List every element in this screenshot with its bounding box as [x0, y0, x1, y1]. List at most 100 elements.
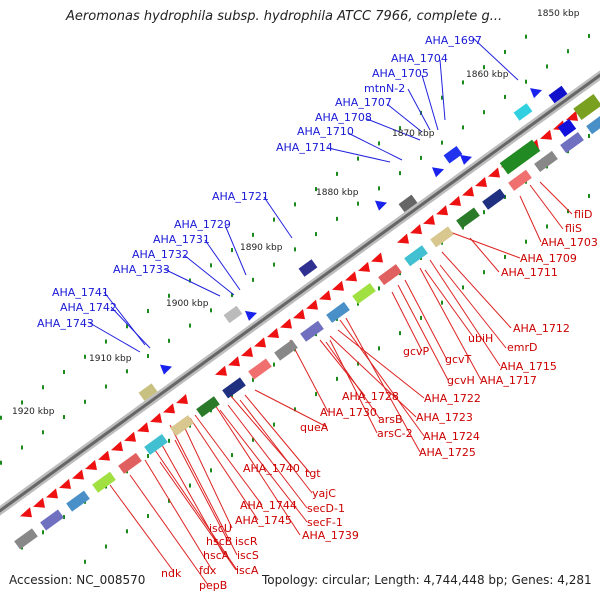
gene-arrow-red	[319, 290, 331, 301]
gene-arrow-blue	[530, 88, 542, 99]
gene-block-reverse	[456, 207, 480, 229]
gene-arrow-red	[72, 469, 84, 480]
svg-text:AHA_1733: AHA_1733	[113, 263, 170, 276]
gene-arrow-red	[98, 450, 110, 461]
svg-text:1860 kbp: 1860 kbp	[466, 70, 509, 80]
gene-arrow-red	[59, 478, 71, 489]
gene-arrow-red	[228, 356, 240, 367]
svg-text:AHA_1744: AHA_1744	[240, 499, 297, 512]
gene-arrow-red	[280, 318, 292, 329]
svg-text:AHA_1705: AHA_1705	[372, 67, 429, 80]
gene-arrow-red	[137, 422, 149, 433]
scale-tick	[483, 210, 485, 215]
gene-block-reverse	[66, 490, 90, 512]
svg-text:AHA_1740: AHA_1740	[243, 462, 300, 475]
svg-text:fdx: fdx	[199, 564, 217, 577]
svg-text:AHA_1729: AHA_1729	[174, 218, 231, 231]
svg-text:fliS: fliS	[565, 222, 582, 235]
gene-block-forward	[398, 194, 418, 213]
scale-tick	[357, 201, 359, 206]
scale-tick	[378, 346, 380, 351]
scale-tick	[21, 400, 23, 405]
svg-text:tgt: tgt	[305, 467, 321, 480]
scale-tick	[525, 239, 527, 244]
gene-arrow-red	[150, 412, 162, 423]
scale-tick	[63, 415, 65, 420]
scale-tick	[189, 483, 191, 488]
blue-leader-lines	[87, 37, 519, 353]
svg-text:iscA: iscA	[236, 564, 259, 577]
svg-text:AHA_1711: AHA_1711	[501, 266, 558, 279]
svg-text:iscU: iscU	[209, 522, 232, 535]
svg-text:1880 kbp: 1880 kbp	[316, 188, 359, 198]
svg-text:AHA_1703: AHA_1703	[541, 236, 598, 249]
svg-text:AHA_1743: AHA_1743	[37, 317, 94, 330]
scale-tick	[210, 468, 212, 473]
gene-arrow-blue	[432, 167, 444, 178]
svg-text:AHA_1707: AHA_1707	[335, 96, 392, 109]
gene-block-green	[573, 93, 600, 121]
scale-tick	[462, 80, 464, 85]
scale-tick	[105, 339, 107, 344]
gene-block-reverse	[248, 358, 272, 380]
gene-arrow-red	[488, 167, 500, 178]
gene-block-reverse	[586, 113, 600, 135]
scale-tick	[126, 369, 128, 374]
scale-tick	[420, 155, 422, 160]
gene-arrow-blue	[160, 364, 172, 375]
gene-block-reverse	[508, 169, 532, 191]
svg-text:AHA_1722: AHA_1722	[424, 392, 481, 405]
gene-arrow-red	[358, 261, 370, 272]
gene-arrow-red	[423, 214, 435, 225]
gene-arrow-red	[163, 403, 175, 414]
scale-tick	[273, 262, 275, 267]
scale-tick	[483, 110, 485, 115]
scale-tick	[504, 49, 506, 54]
gene-arrow-red	[293, 309, 305, 320]
gene-arrow-blue	[460, 154, 472, 165]
kbp-labels: 1850 kbp 1860 kbp 1870 kbp 1880 kbp 1890…	[12, 9, 580, 417]
scale-tick	[546, 64, 548, 69]
scale-tick	[42, 385, 44, 390]
scale-tick	[231, 293, 233, 298]
scale-tick	[378, 141, 380, 146]
svg-text:AHA_1717: AHA_1717	[480, 374, 537, 387]
gene-block-reverse	[274, 339, 298, 361]
scale-tick	[483, 270, 485, 275]
svg-text:hscA: hscA	[203, 549, 230, 562]
scale-tick	[252, 277, 254, 282]
gene-block-reverse	[534, 150, 558, 172]
scale-tick	[336, 171, 338, 176]
gene-block-reverse	[300, 320, 324, 342]
scale-tick	[189, 278, 191, 283]
svg-text:hscB: hscB	[206, 535, 232, 548]
svg-text:AHA_1732: AHA_1732	[132, 248, 189, 261]
gene-block-forward	[548, 85, 568, 104]
gene-arrow-red	[85, 460, 97, 471]
gene-features	[14, 85, 600, 550]
scale-tick	[189, 323, 191, 328]
scale-tick	[441, 95, 443, 100]
scale-tick	[0, 460, 2, 465]
scale-tick	[84, 354, 86, 359]
scale-tick	[252, 377, 254, 382]
gene-arrow-red	[462, 186, 474, 197]
gene-arrow-blue	[375, 200, 387, 211]
svg-text:arsB: arsB	[378, 413, 403, 426]
gene-arrow-red	[215, 365, 227, 376]
svg-text:AHA_1742: AHA_1742	[60, 301, 117, 314]
scale-tick	[168, 338, 170, 343]
gene-block-reverse	[352, 283, 376, 305]
svg-text:AHA_1709: AHA_1709	[520, 252, 577, 265]
gene-arrow-red	[449, 195, 461, 206]
scale-tick	[420, 315, 422, 320]
gene-arrow-red	[371, 252, 383, 263]
scale-tick	[210, 308, 212, 313]
scale-tick	[147, 514, 149, 519]
gene-block-reverse	[222, 377, 246, 399]
gene-arrow-red	[267, 327, 279, 338]
svg-text:1900 kbp: 1900 kbp	[166, 299, 209, 309]
scale-tick	[567, 49, 569, 54]
scale-tick	[315, 392, 317, 397]
gene-arrow-red	[20, 507, 32, 518]
